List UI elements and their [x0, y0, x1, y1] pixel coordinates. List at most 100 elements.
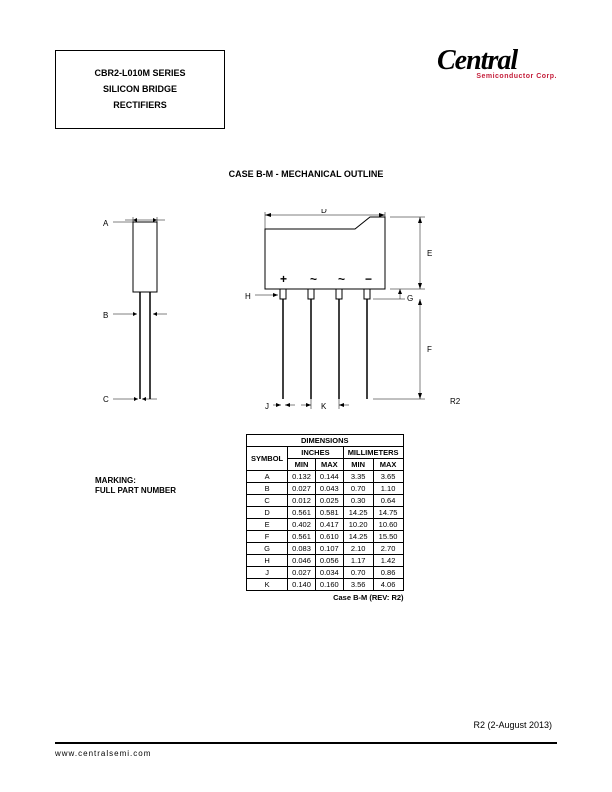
table-cell: 0.056: [315, 554, 343, 566]
table-cell: 3.56: [343, 578, 373, 590]
table-cell: 0.417: [315, 518, 343, 530]
table-cell: 0.025: [315, 494, 343, 506]
marking-note: MARKING: FULL PART NUMBER: [95, 476, 176, 497]
table-cell: 0.402: [288, 518, 316, 530]
title-box: CBR2-L010M SERIES SILICON BRIDGE RECTIFI…: [55, 50, 225, 129]
table-footer: Case B-M (REV: R2): [246, 593, 404, 602]
table-cell: 14.75: [373, 506, 403, 518]
section-title: CASE B-M - MECHANICAL OUTLINE: [55, 169, 557, 179]
col-mmin: MIN: [343, 458, 373, 470]
series-title: CBR2-L010M SERIES: [76, 65, 204, 81]
table-cell: A: [247, 470, 288, 482]
col-mm: MILLIMETERS: [343, 446, 403, 458]
table-cell: 0.610: [315, 530, 343, 542]
table-cell: 0.70: [343, 482, 373, 494]
table-cell: 0.034: [315, 566, 343, 578]
table-cell: C: [247, 494, 288, 506]
table-cell: 2.70: [373, 542, 403, 554]
table-cell: D: [247, 506, 288, 518]
table-cell: 0.083: [288, 542, 316, 554]
col-imax: MAX: [315, 458, 343, 470]
minus-symbol: −: [365, 272, 372, 286]
revision-text: R2 (2-August 2013): [473, 720, 552, 730]
table-row: G0.0830.1072.102.70: [247, 542, 404, 554]
table-cell: 0.70: [343, 566, 373, 578]
table-cell: H: [247, 554, 288, 566]
tilde-symbol-2: ~: [338, 272, 345, 286]
label-J: J: [265, 402, 269, 411]
table-cell: B: [247, 482, 288, 494]
product-title: SILICON BRIDGE RECTIFIERS: [76, 81, 204, 113]
table-row: C0.0120.0250.300.64: [247, 494, 404, 506]
label-C: C: [103, 395, 109, 404]
table-cell: 3.35: [343, 470, 373, 482]
table-row: D0.5610.58114.2514.75: [247, 506, 404, 518]
table-cell: 0.144: [315, 470, 343, 482]
dimensions-table-wrap: DIMENSIONS SYMBOL INCHES MILLIMETERS MIN…: [246, 434, 404, 602]
table-row: H0.0460.0561.171.42: [247, 554, 404, 566]
table-title: DIMENSIONS: [247, 434, 404, 446]
mechanical-diagram: A B C: [95, 204, 557, 414]
footer-url: www.centralsemi.com: [55, 749, 151, 758]
label-G: G: [407, 294, 413, 303]
table-cell: 0.027: [288, 566, 316, 578]
table-cell: 10.20: [343, 518, 373, 530]
table-cell: 0.86: [373, 566, 403, 578]
table-cell: 1.17: [343, 554, 373, 566]
plus-symbol: +: [280, 272, 287, 286]
dimensions-table: DIMENSIONS SYMBOL INCHES MILLIMETERS MIN…: [246, 434, 404, 591]
table-row: A0.1320.1443.353.65: [247, 470, 404, 482]
table-row: F0.5610.61014.2515.50: [247, 530, 404, 542]
marking-line1: MARKING:: [95, 476, 176, 486]
front-view-diagram: + ~ ~ − D E: [225, 209, 525, 419]
table-cell: 0.160: [315, 578, 343, 590]
table-cell: F: [247, 530, 288, 542]
label-R2: R2: [450, 397, 461, 406]
table-cell: 1.42: [373, 554, 403, 566]
table-cell: 0.561: [288, 530, 316, 542]
table-cell: 4.06: [373, 578, 403, 590]
table-cell: 0.561: [288, 506, 316, 518]
label-A: A: [103, 219, 109, 228]
table-row: E0.4020.41710.2010.60: [247, 518, 404, 530]
label-E: E: [427, 249, 432, 258]
table-cell: 14.25: [343, 530, 373, 542]
label-F: F: [427, 345, 432, 354]
table-cell: 1.10: [373, 482, 403, 494]
table-cell: 0.132: [288, 470, 316, 482]
col-mmax: MAX: [373, 458, 403, 470]
table-cell: 10.60: [373, 518, 403, 530]
table-cell: 2.10: [343, 542, 373, 554]
table-cell: E: [247, 518, 288, 530]
label-B: B: [103, 311, 108, 320]
table-cell: 0.107: [315, 542, 343, 554]
table-row: J0.0270.0340.700.86: [247, 566, 404, 578]
table-cell: 14.25: [343, 506, 373, 518]
table-cell: 0.046: [288, 554, 316, 566]
label-H: H: [245, 292, 251, 301]
table-row: K0.1400.1603.564.06: [247, 578, 404, 590]
company-logo: Central Semiconductor Corp.: [437, 45, 557, 80]
footer-divider: [55, 742, 557, 744]
table-cell: 0.027: [288, 482, 316, 494]
label-K: K: [321, 402, 327, 411]
table-cell: 3.65: [373, 470, 403, 482]
table-cell: G: [247, 542, 288, 554]
col-symbol: SYMBOL: [247, 446, 288, 470]
side-view-diagram: A B C: [95, 214, 195, 414]
marking-line2: FULL PART NUMBER: [95, 486, 176, 496]
table-cell: 0.64: [373, 494, 403, 506]
col-inches: INCHES: [288, 446, 344, 458]
table-cell: 0.140: [288, 578, 316, 590]
table-cell: K: [247, 578, 288, 590]
table-cell: 0.043: [315, 482, 343, 494]
table-cell: J: [247, 566, 288, 578]
table-cell: 15.50: [373, 530, 403, 542]
tilde-symbol-1: ~: [310, 272, 317, 286]
label-D: D: [321, 209, 327, 215]
col-imin: MIN: [288, 458, 316, 470]
table-cell: 0.30: [343, 494, 373, 506]
table-cell: 0.581: [315, 506, 343, 518]
table-row: B0.0270.0430.701.10: [247, 482, 404, 494]
table-cell: 0.012: [288, 494, 316, 506]
